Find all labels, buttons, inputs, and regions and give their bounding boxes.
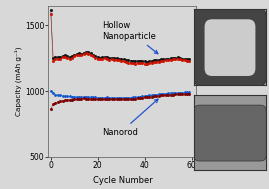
FancyBboxPatch shape bbox=[194, 8, 266, 87]
Text: Nanorod: Nanorod bbox=[102, 99, 158, 137]
X-axis label: Cycle Number: Cycle Number bbox=[93, 176, 152, 185]
Y-axis label: Capacity (mAh g⁻¹): Capacity (mAh g⁻¹) bbox=[15, 46, 22, 116]
FancyBboxPatch shape bbox=[204, 19, 256, 76]
FancyBboxPatch shape bbox=[194, 105, 266, 161]
Text: Hollow
Nanoparticle: Hollow Nanoparticle bbox=[102, 21, 158, 54]
